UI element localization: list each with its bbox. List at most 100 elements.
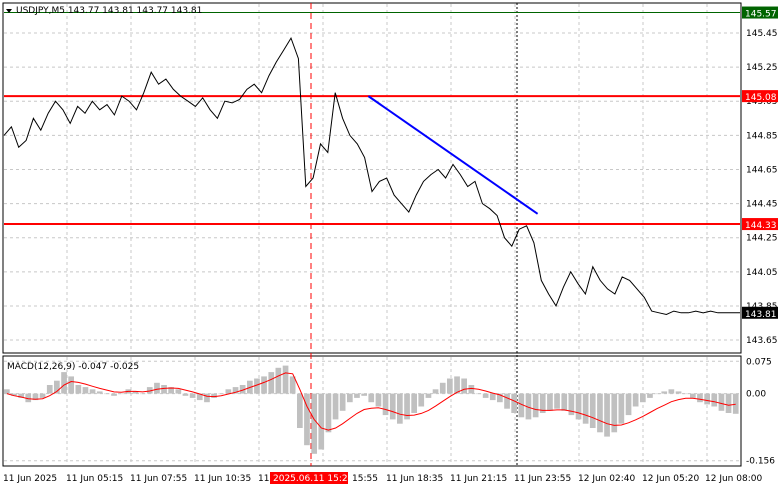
time-label: 12 Jun 02:40 xyxy=(578,474,635,484)
macd-bar xyxy=(532,393,539,418)
macd-bar xyxy=(468,385,475,394)
highlight-time-badge xyxy=(270,472,348,484)
macd-bar xyxy=(389,393,396,420)
macd-bar xyxy=(668,389,675,394)
price-tick-label: 144.05 xyxy=(746,268,778,278)
macd-bar xyxy=(189,393,196,398)
macd-bar xyxy=(175,389,182,394)
macd-bar xyxy=(32,393,39,401)
current-price-badge: 143.81 xyxy=(742,306,778,320)
macd-bar xyxy=(289,376,296,394)
macd-bar xyxy=(611,393,618,433)
macd-bar xyxy=(11,393,17,396)
macd-bar xyxy=(375,393,382,407)
macd-bar xyxy=(697,393,703,403)
macd-bar xyxy=(318,393,325,450)
level-badge xyxy=(742,218,778,231)
level-badge-label: 145.57 xyxy=(745,10,777,20)
macd-bar xyxy=(647,393,653,398)
macd-bar xyxy=(339,393,346,411)
trend-line[interactable] xyxy=(367,95,539,215)
macd-bar xyxy=(282,365,289,394)
price-axis: 145.45 145.25 145.05 144.85 144.65 144.45 144.… xyxy=(746,29,778,346)
macd-bar xyxy=(4,389,10,394)
macd-bar xyxy=(297,393,303,428)
macd-bar xyxy=(489,393,496,401)
level-badge-label: 145.08 xyxy=(745,93,777,103)
macd-bar xyxy=(632,393,639,407)
collapse-triangle-icon[interactable] xyxy=(6,9,12,13)
macd-bar xyxy=(704,393,710,405)
macd-bar xyxy=(39,393,46,398)
macd-bar xyxy=(325,393,332,433)
macd-bar xyxy=(439,382,446,394)
macd-bar xyxy=(96,391,103,394)
macd-bar xyxy=(589,393,596,428)
macd-bar xyxy=(196,393,203,401)
macd-bar xyxy=(132,391,139,394)
macd-bar xyxy=(347,393,353,403)
time-label: 15:55 xyxy=(352,474,378,484)
macd-bar xyxy=(547,393,553,411)
macd-bar xyxy=(682,393,689,395)
macd-bar xyxy=(661,391,668,394)
macd-bar xyxy=(404,393,410,420)
macd-bar xyxy=(447,378,453,394)
macd-bar xyxy=(525,393,532,420)
macd-bar xyxy=(254,378,260,394)
macd-bar xyxy=(304,393,310,446)
macd-bar xyxy=(204,393,210,403)
macd-bar xyxy=(718,393,725,411)
level-lines xyxy=(4,12,740,226)
time-label: 11 Jun 23:55 xyxy=(514,474,571,484)
macd-bar xyxy=(18,393,24,398)
macd-bar xyxy=(25,393,32,403)
macd-bar xyxy=(332,393,339,420)
price-tick-label: 145.05 xyxy=(746,97,778,107)
macd-bar xyxy=(575,393,582,420)
price-tick-label: 145.25 xyxy=(746,63,778,73)
macd-bar xyxy=(104,393,110,395)
time-axis: 11 Jun 2025 11 Jun 05:15 11 Jun 07:55 11… xyxy=(3,472,762,484)
macd-bar xyxy=(268,372,275,394)
time-label: 12 Jun 05:20 xyxy=(642,474,699,484)
macd-bar xyxy=(397,393,403,424)
macd-header: MACD(12,26,9) -0.047 -0.025 xyxy=(7,362,139,372)
macd-bar xyxy=(604,393,610,437)
time-label: 11 Jun 2025 xyxy=(3,474,57,484)
macd-bar xyxy=(211,393,217,398)
macd-bar xyxy=(497,393,503,403)
macd-bar xyxy=(432,389,439,394)
time-label: 11 Jun 18:35 xyxy=(386,474,443,484)
macd-bar xyxy=(411,393,417,413)
symbol-info: USDJPY,M5 143.77 143.81 143.77 143.81 xyxy=(16,6,202,16)
highlight-time-label: 2025.06.11 15:25 xyxy=(273,474,353,484)
time-label: 11 Jun 10:35 xyxy=(194,474,251,484)
macd-histogram xyxy=(4,365,739,454)
macd-bar xyxy=(139,393,146,395)
macd-bar xyxy=(711,393,718,407)
macd-tick-label: -0.156 xyxy=(746,457,775,467)
macd-bar xyxy=(111,393,117,396)
macd-bar xyxy=(461,378,467,394)
macd-panel xyxy=(2,355,742,467)
macd-bar xyxy=(675,391,682,394)
macd-tick-label: 0.00 xyxy=(746,390,766,400)
macd-bar xyxy=(504,393,510,409)
level-badge-label: 144.33 xyxy=(745,221,777,231)
macd-bar xyxy=(218,393,225,395)
macd-bar xyxy=(82,387,89,394)
time-label: 12 Jun 08:00 xyxy=(705,474,762,484)
macd-bar xyxy=(454,376,460,394)
macd-bar xyxy=(640,393,646,403)
level-badges: 145.57 145.08 144.33 xyxy=(742,6,778,231)
macd-bar xyxy=(182,393,189,396)
price-tick-label: 144.25 xyxy=(746,234,778,244)
macd-bar xyxy=(618,393,625,424)
macd-bar xyxy=(261,376,267,394)
macd-bar xyxy=(161,385,167,394)
macd-bar xyxy=(539,393,546,413)
macd-bar xyxy=(654,393,660,395)
macd-bar xyxy=(475,393,482,395)
